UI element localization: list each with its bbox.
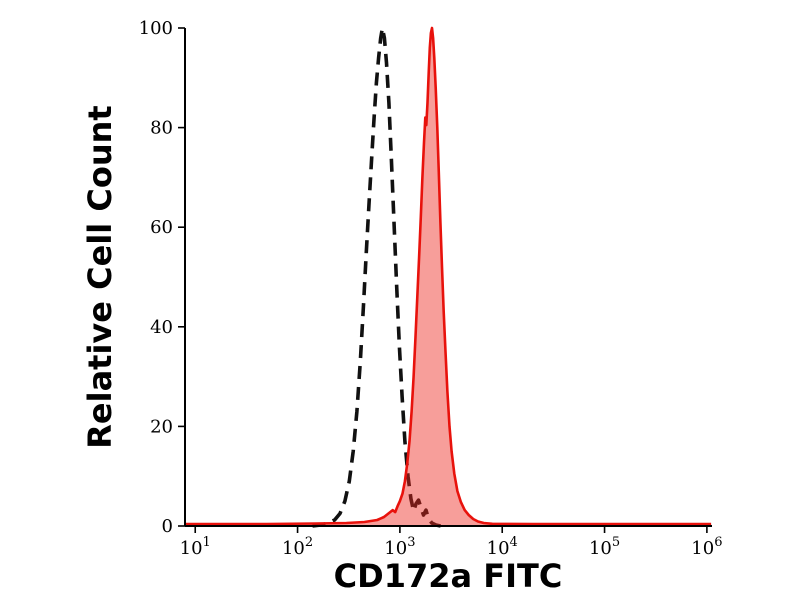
y-tick-label: 60: [150, 217, 173, 238]
y-tick-label: 0: [162, 516, 173, 537]
x-tick-label: 103: [384, 535, 415, 559]
y-tick-label: 100: [139, 18, 173, 39]
x-tick-label: 106: [691, 535, 722, 559]
series-fill: [185, 28, 712, 526]
y-tick-label: 80: [150, 118, 173, 139]
series-line: [185, 26, 712, 526]
x-axis-label: CD172a FITC: [333, 557, 563, 595]
x-tick-label: 102: [282, 535, 313, 559]
x-tick-label: 104: [487, 535, 518, 559]
series-line: [312, 26, 441, 528]
x-tick-label: 105: [589, 535, 620, 559]
y-axis-label: Relative Cell Count: [81, 105, 119, 449]
x-tick-label: 101: [180, 535, 211, 559]
y-tick-label: 40: [150, 317, 173, 338]
y-tick-label: 20: [150, 416, 173, 437]
